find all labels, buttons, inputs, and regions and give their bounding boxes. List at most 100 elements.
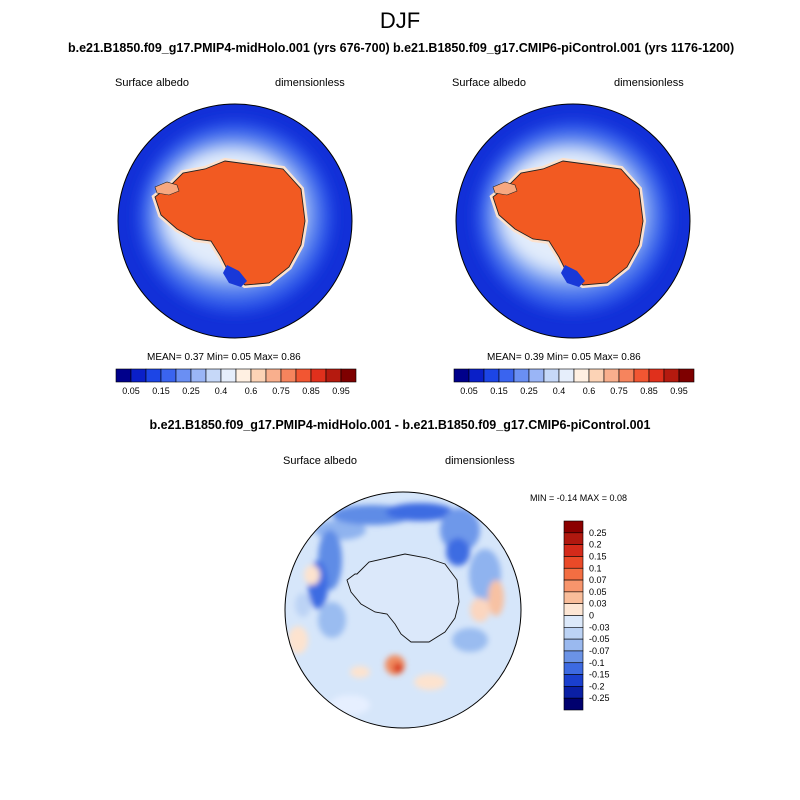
left-antarctica: [154, 160, 306, 286]
left-colorbar-tick-label: 0.15: [152, 386, 170, 396]
right-colorbar-tick-label: 0.25: [520, 386, 538, 396]
right-map-border: [455, 103, 691, 339]
right-peninsula: [492, 181, 518, 196]
diff-variable-label: Surface albedo: [283, 455, 357, 467]
diff-anomaly-blob: [288, 626, 308, 654]
diff-colorbar-box: [563, 556, 584, 569]
left-ross-sea: [223, 265, 247, 287]
diff-colorbar-box: [563, 650, 584, 664]
diff-colorbar-box: [563, 638, 584, 652]
min-label: Min=: [206, 352, 229, 363]
diff-colorbar-box: [563, 603, 584, 616]
diff-anomaly-blob: [350, 666, 370, 678]
diff-anomaly-blob: [440, 508, 480, 552]
diff-anomaly-blob: [414, 674, 446, 690]
right-colorbar-box: [603, 368, 620, 383]
right-colorbar-box: [453, 368, 470, 383]
min-value: 0.05: [231, 352, 251, 363]
left-colorbar-box: [340, 368, 357, 383]
max-value: 0.86: [621, 352, 641, 363]
right-colorbar-tick-label: 0.75: [610, 386, 628, 396]
left-colorbar-box: [280, 368, 297, 383]
left-colorbar: 0.05 0.15 0.25 0.4 0.6 0.75 0.85 0.95: [115, 368, 357, 396]
panel-left-variable-label: Surface albedo: [115, 77, 189, 89]
right-colorbar-tick-label: 0.85: [640, 386, 658, 396]
left-colorbar-tick-label: 0.05: [122, 386, 140, 396]
diff-anomaly-blob: [446, 538, 470, 566]
diff-colorbar-box: [563, 579, 584, 593]
left-peninsula: [154, 181, 180, 196]
diff-units-label: dimensionless: [445, 455, 515, 467]
left-colorbar-box: [310, 368, 327, 383]
diff-colorbar-tick-label: -0.2: [589, 681, 605, 691]
diff-colorbar-tick-label: 0.15: [589, 551, 607, 561]
diff-colorbar-box: [563, 520, 584, 534]
left-map: [118, 104, 352, 338]
diff-colorbar-box: [563, 591, 584, 604]
diff-colorbar-box: [563, 627, 584, 640]
diff-colorbar-tick-label: -0.03: [589, 622, 610, 632]
right-colorbar-tick-label: 0.15: [490, 386, 508, 396]
diff-colorbar-tick-label: -0.1: [589, 658, 605, 668]
left-colorbar-box: [205, 368, 222, 383]
min-value: 0.05: [571, 352, 591, 363]
left-colorbar-tick-label: 0.85: [302, 386, 320, 396]
left-colorbar-tick-label: 0.4: [215, 386, 228, 396]
diff-colorbar-box: [563, 532, 584, 545]
diff-min-max-text: MIN = -0.14 MAX = 0.08: [530, 493, 628, 503]
right-colorbar-tick-label: 0.4: [553, 386, 566, 396]
diff-colorbar-tick-label: -0.15: [589, 670, 610, 680]
diff-colorbar: 0.25 0.20.15 0.1 0.07 0.05 0.03 0-0.03 -0.05 -0.…: [563, 520, 610, 711]
left-colorbar-box: [220, 368, 237, 383]
mean-value: 0.39: [524, 352, 544, 363]
right-colorbar-box: [588, 368, 605, 383]
right-colorbar-box: [678, 368, 695, 383]
left-colorbar-box: [160, 368, 177, 383]
diff-map: [285, 492, 521, 728]
panel-right-stats: MEAN= 0.39 Min= 0.05 Max= 0.86: [487, 352, 641, 363]
right-colorbar-box: [528, 368, 545, 383]
left-colorbar-box: [295, 368, 312, 383]
left-colorbar-box: [190, 368, 207, 383]
diff-anomaly-blob: [295, 593, 311, 617]
panel-right-variable-label: Surface albedo: [452, 77, 526, 89]
right-colorbar-box: [558, 368, 575, 383]
max-label: Max=: [593, 352, 619, 363]
diff-anomaly-blob: [386, 503, 454, 521]
right-antarctica: [492, 160, 644, 286]
diff-map-border: [284, 491, 522, 729]
diff-anomaly-blob: [318, 602, 346, 638]
right-colorbar-box: [513, 368, 530, 383]
right-colorbar-box: [498, 368, 515, 383]
mean-value: 0.37: [184, 352, 204, 363]
diff-colorbar-tick-label: 0.05: [589, 587, 607, 597]
left-colorbar-box: [130, 368, 147, 383]
diff-colorbar-tick-label: 0: [589, 611, 594, 621]
left-colorbar-box: [115, 368, 132, 383]
diff-colorbar-box: [563, 615, 584, 628]
right-colorbar-box: [543, 368, 560, 383]
left-map-border: [117, 103, 353, 339]
panel-left-stats: MEAN= 0.37 Min= 0.05 Max= 0.86: [147, 352, 301, 363]
right-colorbar-tick-label: 0.05: [460, 386, 478, 396]
left-colorbar-box: [265, 368, 282, 383]
panel-left-units-label: dimensionless: [275, 77, 345, 89]
left-colorbar-tick-label: 0.95: [332, 386, 350, 396]
diff-colorbar-box: [563, 697, 584, 711]
diff-anomaly-blob: [470, 598, 490, 622]
diff-anomaly-blob: [304, 565, 320, 585]
max-value: 0.86: [281, 352, 301, 363]
diff-colorbar-tick-label: 0.1: [589, 563, 602, 573]
left-colorbar-box: [235, 368, 252, 383]
diff-colorbar-box: [563, 544, 584, 557]
panel-right-units-label: dimensionless: [614, 77, 684, 89]
diff-colorbar-tick-label: 0.03: [589, 599, 607, 609]
right-colorbar-box: [573, 368, 590, 383]
diff-colorbar-box: [563, 674, 584, 687]
diff-anomaly-blob: [452, 628, 488, 652]
left-colorbar-tick-label: 0.25: [182, 386, 200, 396]
min-label: Min=: [546, 352, 569, 363]
mean-label: MEAN=: [147, 352, 182, 363]
diff-anomaly-blob: [488, 580, 504, 616]
